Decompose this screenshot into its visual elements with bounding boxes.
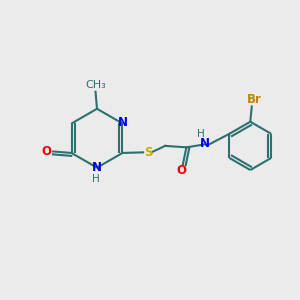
Text: N: N: [118, 116, 128, 129]
Text: CH₃: CH₃: [85, 80, 106, 90]
Text: S: S: [144, 146, 153, 159]
Text: O: O: [176, 164, 186, 177]
Text: H: H: [197, 129, 205, 139]
Text: H: H: [92, 174, 99, 184]
Text: N: N: [200, 137, 210, 150]
Text: Br: Br: [247, 93, 262, 106]
Text: N: N: [92, 160, 102, 174]
Text: O: O: [42, 145, 52, 158]
